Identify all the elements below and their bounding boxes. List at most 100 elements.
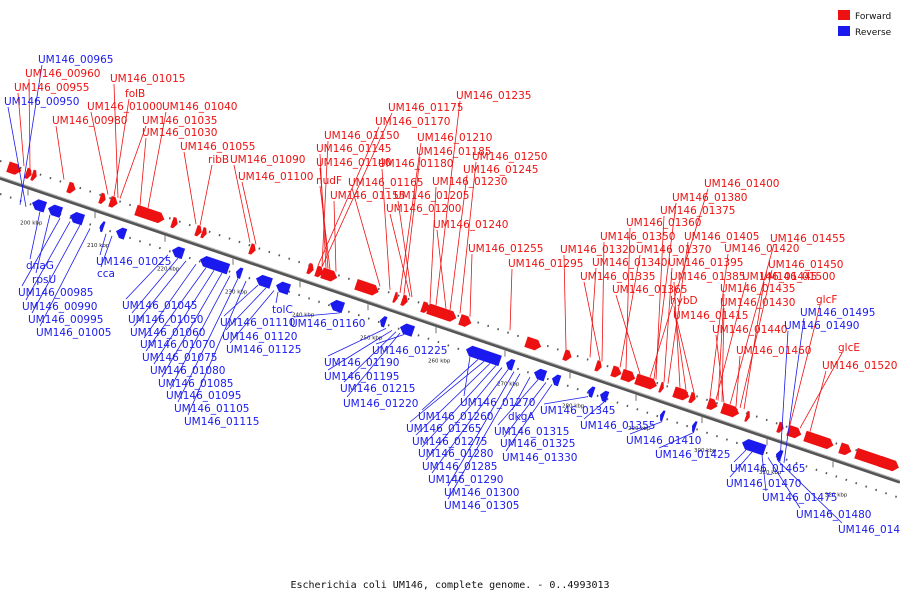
forward-leader-line <box>183 151 197 225</box>
reverse-leader-line <box>293 312 341 318</box>
forward-leader-line <box>113 83 119 198</box>
forward-gene-label: UM146_01380 <box>672 192 747 204</box>
forward-leader-line <box>55 125 65 180</box>
reverse-gene <box>660 410 666 422</box>
reverse-leader-line <box>425 367 503 461</box>
forward-gene-label: UM146_01000 <box>87 101 162 113</box>
tick-label: 240 kbp <box>292 312 315 318</box>
tick-label: 250 kbp <box>360 335 383 341</box>
forward-leader-line <box>449 174 468 311</box>
forward-gene <box>170 216 178 229</box>
reverse-gene <box>236 267 244 279</box>
forward-gene <box>320 267 338 282</box>
reverse-gene-label: UM146_01470 <box>726 478 801 490</box>
reverse-gene <box>70 212 86 226</box>
reverse-gene <box>588 386 596 398</box>
reverse-leader-line <box>31 224 81 314</box>
reverse-leader-line <box>275 291 279 304</box>
forward-leader-line <box>717 293 725 401</box>
reverse-gene <box>100 221 106 233</box>
reverse-leader-line <box>133 260 187 327</box>
reverse-leader-line <box>39 228 91 327</box>
reverse-gene-label: UM146_01060 <box>130 327 205 339</box>
forward-gene-label: UM146_00960 <box>25 68 100 80</box>
forward-leader-line <box>389 213 411 297</box>
reverse-gene-label: UM146_01315 <box>494 426 569 438</box>
forward-leader-line <box>809 370 827 432</box>
reverse-leader-line <box>431 369 509 474</box>
forward-gene-label: UM146_01360 <box>626 217 701 229</box>
forward-gene <box>562 349 572 361</box>
reverse-gene-label: UM146_00965 <box>38 54 113 66</box>
forward-gene <box>24 167 32 179</box>
reverse-leader-line <box>761 455 767 492</box>
reverse-leader-line <box>229 290 275 344</box>
forward-leader-line <box>199 164 213 226</box>
tick-label: 290 kbp <box>628 426 651 432</box>
backbone-line <box>0 176 900 484</box>
reverse-gene <box>48 204 64 218</box>
forward-gene-label: UM146_01365 <box>612 284 687 296</box>
reverse-gene-label: UM146_01305 <box>444 500 519 512</box>
forward-gene <box>706 397 718 410</box>
reverse-leader-line <box>153 270 215 365</box>
reverse-gene-label: UM146_01495 <box>800 307 875 319</box>
forward-leader-line <box>673 281 681 388</box>
forward-gene-label: nudF <box>316 175 342 187</box>
reverse-gene-label: dkgA <box>508 411 535 423</box>
reverse-gene <box>742 439 767 456</box>
forward-gene <box>314 265 324 278</box>
reverse-leader-line <box>99 233 107 256</box>
forward-leader-line <box>317 126 380 266</box>
forward-gene-label: UM146_00955 <box>14 82 89 94</box>
forward-gene-label: UM146_01415 <box>673 310 748 322</box>
reverse-gene-label: UM146_01195 <box>324 371 399 383</box>
forward-gene <box>620 368 636 383</box>
tick-label: 310 kbp <box>759 470 782 476</box>
forward-leader-line <box>735 355 741 407</box>
forward-gene <box>776 421 784 433</box>
reverse-leader-line <box>161 272 223 378</box>
forward-gene-label: UM146_01420 <box>724 243 799 255</box>
forward-gene-label: UM146_01320 <box>560 244 635 256</box>
forward-gene-label: UM146_01140 <box>316 157 391 169</box>
reverse-gene-label: UM146_01260 <box>418 411 493 423</box>
reverse-leader-line <box>767 457 801 509</box>
reverse-gene-label: UM146_01285 <box>422 461 497 473</box>
forward-gene-label: UM146_01250 <box>472 151 547 163</box>
forward-leader-line <box>625 227 631 370</box>
forward-leader-line <box>509 268 513 331</box>
reverse-gene-label: UM146_01490 <box>784 320 859 332</box>
reverse-leader-line <box>131 257 179 314</box>
reverse-leader-line <box>783 317 805 463</box>
forward-gene-label: UM146_01145 <box>316 143 391 155</box>
forward-gene-label: UM146_01205 <box>394 190 469 202</box>
reverse-leader-line <box>375 334 405 345</box>
reverse-gene-label: UM146_01045 <box>122 300 197 312</box>
forward-leader-line <box>119 125 147 199</box>
forward-gene-label: ribB <box>208 154 229 166</box>
forward-leader-line <box>459 161 477 314</box>
forward-gene <box>306 262 314 275</box>
reverse-gene <box>172 246 186 260</box>
forward-gene <box>108 195 118 208</box>
reverse-gene-label: UM146_01215 <box>340 383 415 395</box>
reverse-gene-label: UM146_01225 <box>372 345 447 357</box>
forward-leader-line <box>589 267 597 358</box>
reverse-leader-line <box>505 384 553 452</box>
forward-gene <box>672 386 690 401</box>
forward-gene-label: UM146_01375 <box>660 205 735 217</box>
reverse-gene-label: UM146_01105 <box>174 403 249 415</box>
reverse-gene-label: UM146_01330 <box>502 452 577 464</box>
reverse-gene-label: UM146_01275 <box>412 436 487 448</box>
reverse-leader-line <box>225 287 267 331</box>
forward-gene-label: UM146_01185 <box>416 146 491 158</box>
forward-gene-label: UM146_01180 <box>378 158 453 170</box>
forward-gene-label: UM146_01035 <box>142 115 217 127</box>
forward-gene-label: glcF <box>816 294 837 306</box>
forward-leader-line <box>709 253 729 398</box>
reverse-gene-label: UM146_01050 <box>128 314 203 326</box>
reverse-gene-label: UM146_01120 <box>222 331 297 343</box>
reverse-leader-line <box>125 254 169 300</box>
forward-leader-line <box>28 78 31 169</box>
